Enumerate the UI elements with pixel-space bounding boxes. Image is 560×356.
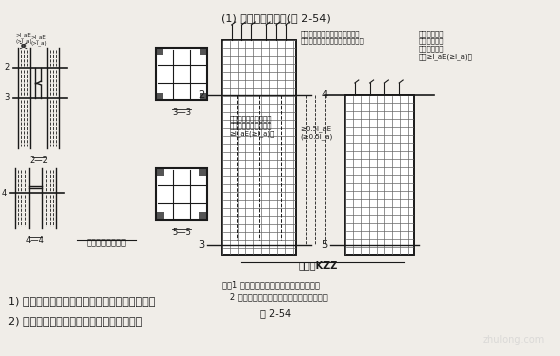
Text: 4: 4 bbox=[321, 90, 327, 100]
Text: 4—4: 4—4 bbox=[26, 236, 45, 245]
Text: 2 柱纵向钢筋的连接宜采用机械连接接头。: 2 柱纵向钢筋的连接宜采用机械连接接头。 bbox=[222, 292, 328, 301]
Text: >l_aE
(>l_a): >l_aE (>l_a) bbox=[15, 32, 32, 44]
Bar bbox=[156, 168, 207, 220]
Bar bbox=[156, 168, 207, 220]
Bar bbox=[156, 48, 207, 100]
Bar bbox=[200, 48, 207, 55]
Text: 注：1 柱底纵筋的连接构造同抗震框架柱。: 注：1 柱底纵筋的连接构造同抗震框架柱。 bbox=[222, 280, 320, 289]
Bar bbox=[156, 48, 162, 55]
Text: ≥0.5l_aE
(≥0.5l_a): ≥0.5l_aE (≥0.5l_a) bbox=[301, 125, 333, 140]
Text: 框支柱KZZ: 框支柱KZZ bbox=[298, 260, 338, 270]
Text: 1) 框支柱的柱底纵筋的连接构造同抗震框架柱。: 1) 框支柱的柱底纵筋的连接构造同抗震框架柱。 bbox=[8, 296, 155, 306]
Text: 2) 柱纵向钢筋的连接宜采用机械连接接头。: 2) 柱纵向钢筋的连接宜采用机械连接接头。 bbox=[8, 316, 142, 326]
Bar bbox=[156, 212, 164, 220]
Text: 自框支柱边缘算起，弯
插入框支架或楼层板内
≥l_aE(≥l_a)。: 自框支柱边缘算起，弯 插入框支架或楼层板内 ≥l_aE(≥l_a)。 bbox=[230, 115, 275, 137]
Text: 2: 2 bbox=[198, 90, 204, 100]
Bar bbox=[199, 168, 207, 176]
Text: >l_aE
(>l_a): >l_aE (>l_a) bbox=[30, 34, 46, 46]
Text: 4: 4 bbox=[2, 188, 7, 198]
Bar bbox=[222, 40, 296, 255]
Text: 纵向钢筋弯折要求: 纵向钢筋弯折要求 bbox=[86, 238, 127, 247]
Text: 自框支柱边缘
算起，弯锚入
框支梁或楼层
板内≥l_aE(≥l_a)。: 自框支柱边缘 算起，弯锚入 框支梁或楼层 板内≥l_aE(≥l_a)。 bbox=[419, 30, 473, 59]
Text: (1) 框支柱钢筋构造(图 2-54): (1) 框支柱钢筋构造(图 2-54) bbox=[221, 13, 331, 23]
Bar bbox=[156, 168, 164, 176]
Text: zhulong.com: zhulong.com bbox=[483, 335, 545, 345]
Text: 框支柱部分纵筋延伸到上层剪力
力墙框板顶：规则为：能通则通。: 框支柱部分纵筋延伸到上层剪力 力墙框板顶：规则为：能通则通。 bbox=[301, 30, 365, 44]
Bar bbox=[345, 95, 414, 255]
Bar bbox=[345, 95, 414, 255]
Bar bbox=[156, 93, 162, 100]
Bar bbox=[200, 93, 207, 100]
Text: 图 2-54: 图 2-54 bbox=[260, 308, 292, 318]
Text: 2: 2 bbox=[4, 63, 10, 73]
Bar bbox=[156, 48, 207, 100]
Text: 5—5: 5—5 bbox=[172, 228, 191, 237]
Bar bbox=[222, 40, 296, 255]
Text: 3: 3 bbox=[198, 240, 204, 250]
Bar bbox=[199, 212, 207, 220]
Text: 2—2: 2—2 bbox=[29, 156, 48, 165]
Text: 3: 3 bbox=[4, 94, 10, 103]
Text: 3—3: 3—3 bbox=[172, 108, 191, 117]
Text: 5: 5 bbox=[321, 240, 327, 250]
